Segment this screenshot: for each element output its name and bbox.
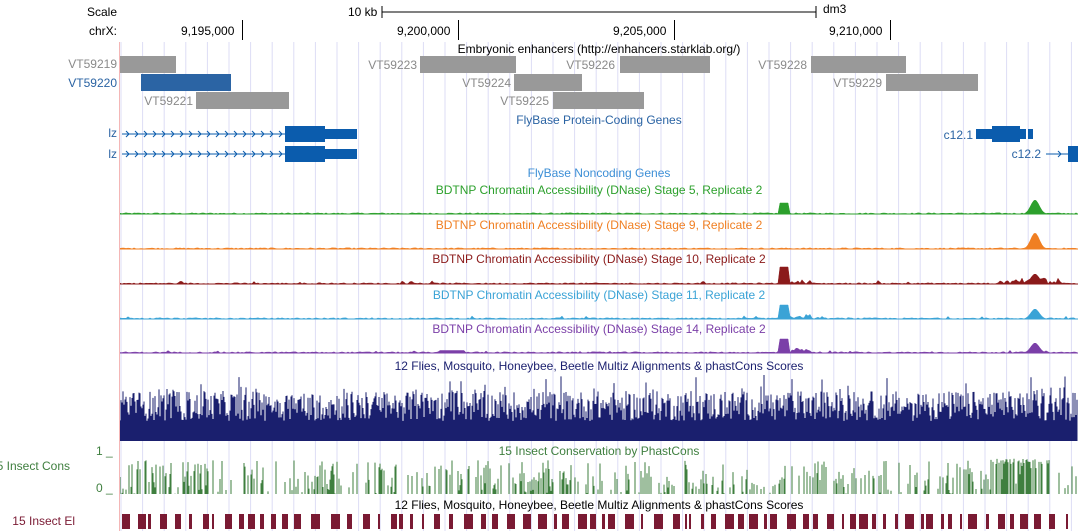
phastcons-tick-bottom: 0 _: [96, 481, 113, 495]
enhancer-label-vt59219[interactable]: VT59219: [68, 57, 117, 71]
gene-label-c12-2[interactable]: c12.2: [1011, 147, 1041, 161]
enhancer-label-vt59226[interactable]: VT59226: [566, 58, 615, 72]
enhancer-bar-vt59223: [420, 56, 516, 73]
gene-label-lz-2[interactable]: lz: [108, 147, 117, 161]
dnase-stage10-title: BDTNP Chromatin Accessibility (DNase) St…: [432, 252, 766, 266]
enhancer-track-title: Embryonic enhancers (http://enhancers.st…: [457, 42, 741, 56]
gene-label-lz-1[interactable]: lz: [108, 126, 117, 140]
dnase-stage9-title: BDTNP Chromatin Accessibility (DNase) St…: [435, 218, 763, 232]
image-left-edge: [119, 42, 120, 531]
enhancer-label-vt59224[interactable]: VT59224: [462, 76, 511, 90]
protein-genes-title: FlyBase Protein-Coding Genes: [516, 113, 682, 127]
assembly-label: dm3: [823, 2, 847, 16]
gene-label-c12-1[interactable]: c12.1: [943, 128, 973, 142]
chrom-label: chrX:: [88, 24, 117, 38]
dnase-stage11-title: BDTNP Chromatin Accessibility (DNase) St…: [432, 288, 766, 302]
scale-bar: [381, 6, 817, 18]
phastcons-score-plot: [120, 458, 1077, 494]
noncoding-genes-title: FlyBase Noncoding Genes: [527, 166, 671, 180]
scale-label: Scale: [86, 5, 117, 19]
phastcons-title: 15 Insect Conservation by PhastCons: [498, 444, 700, 458]
enhancer-bar-vt59219: [120, 56, 176, 73]
enhancer-label-vt59223[interactable]: VT59223: [368, 58, 417, 72]
position-tick-2: 9,200,000: [397, 24, 451, 38]
multiz-title: 12 Flies, Mosquito, Honeybee, Beetle Mul…: [394, 359, 804, 373]
dnase-stage5-signal: [120, 200, 1078, 215]
position-tick-marks: [242, 20, 891, 40]
enhancer-bar-vt59226: [620, 56, 710, 73]
scale-bar-text: 10 kb: [348, 5, 378, 19]
enhancer-label-vt59221[interactable]: VT59221: [144, 94, 193, 108]
dnase-stage11-signal: [120, 304, 1078, 320]
phastcons-side-label: 15 Insect Cons: [0, 459, 70, 473]
enhancer-features[interactable]: [0, 54, 1078, 112]
dnase-stage9-signal: [120, 233, 1078, 250]
enhancer-label-vt59229[interactable]: VT59229: [833, 76, 882, 90]
position-tick-1: 9,195,000: [181, 24, 235, 38]
dnase-stage10-signal: [120, 266, 1078, 285]
enhancer-bar-vt59228: [811, 56, 906, 73]
multiz-conservation-plot: [120, 375, 1078, 441]
dnase-stage5-title: BDTNP Chromatin Accessibility (DNase) St…: [435, 183, 763, 197]
position-tick-4: 9,210,000: [829, 24, 883, 38]
enhancer-bar-vt59225: [553, 92, 644, 109]
dnase-stage14-signal: [120, 338, 1078, 354]
enhancer-label-vt59220[interactable]: VT59220: [68, 76, 117, 90]
enhancer-bar-vt59229: [886, 74, 978, 91]
enhancer-bar-vt59221: [196, 92, 289, 109]
enhancer-bar-vt59224: [514, 74, 582, 91]
phastcons-tick-top: 1 _: [96, 444, 113, 458]
enhancer-label-vt59228[interactable]: VT59228: [758, 58, 807, 72]
gene-models[interactable]: [0, 124, 1078, 168]
enhancer-bar-vt59220: [141, 74, 231, 91]
enhancer-label-vt59225[interactable]: VT59225: [500, 94, 549, 108]
position-tick-3: 9,205,000: [613, 24, 667, 38]
elements-side-label: 15 Insect El: [12, 514, 75, 528]
elements-title: 12 Flies, Mosquito, Honeybee, Beetle Mul…: [394, 498, 804, 512]
conserved-elements-track: [122, 514, 1068, 529]
dnase-stage14-title: BDTNP Chromatin Accessibility (DNase) St…: [432, 322, 766, 336]
